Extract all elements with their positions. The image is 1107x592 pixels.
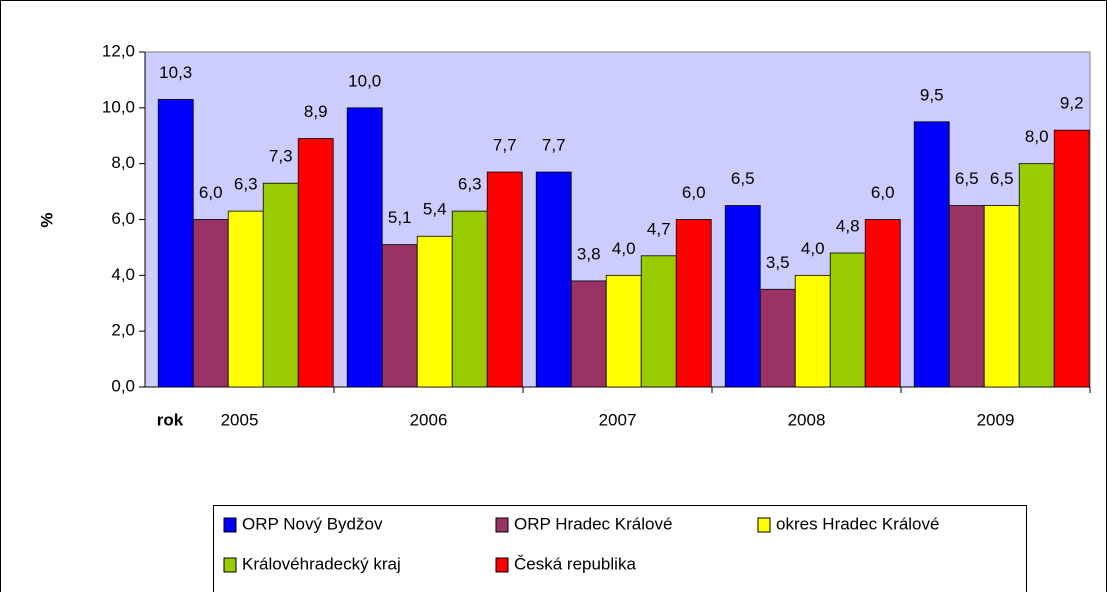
value-label: 9,2	[1060, 94, 1084, 113]
bar	[486, 171, 523, 388]
value-label: 8,0	[1025, 127, 1049, 146]
value-label: 4,0	[801, 239, 825, 258]
bar	[913, 121, 950, 388]
value-label: 4,0	[612, 239, 636, 258]
value-label: 7,7	[493, 136, 517, 155]
bar	[416, 235, 453, 388]
x-tick-label: 2006	[410, 410, 448, 429]
value-label: 3,8	[577, 244, 601, 263]
bar	[794, 274, 831, 388]
y-tick-label: 4,0	[111, 265, 135, 284]
y-tick-label: 12,0	[102, 41, 135, 60]
value-label: 6,5	[990, 169, 1014, 188]
bar	[1053, 129, 1090, 388]
legend-swatch	[223, 517, 237, 533]
bar	[535, 171, 572, 388]
bar	[605, 274, 642, 388]
bar	[381, 244, 418, 388]
legend-label: Česká republika	[514, 554, 636, 573]
x-axis-label: rok	[157, 410, 184, 429]
value-label: 6,0	[682, 183, 706, 202]
x-tick-label: 2009	[977, 410, 1015, 429]
bar	[983, 205, 1020, 388]
value-label: 4,8	[836, 216, 860, 235]
bar	[829, 252, 866, 388]
legend-swatch	[495, 517, 509, 533]
bar	[759, 288, 796, 388]
legend-label: Královéhradecký kraj	[242, 554, 401, 573]
legend-label: ORP Nový Bydžov	[242, 514, 383, 533]
value-label: 4,7	[647, 219, 671, 238]
legend-label: okres Hradec Králové	[776, 514, 939, 533]
value-label: 7,3	[269, 147, 293, 166]
y-tick-label: 0,0	[111, 376, 135, 395]
bar	[864, 219, 901, 388]
bar	[227, 210, 264, 388]
value-label: 6,0	[871, 183, 895, 202]
legend-swatch	[495, 557, 509, 573]
legend-swatch	[223, 557, 237, 573]
bar	[1018, 163, 1055, 388]
value-label: 6,5	[955, 169, 979, 188]
value-label: 5,1	[388, 208, 412, 227]
legend-label: ORP Hradec Králové	[514, 514, 672, 533]
legend-swatch	[757, 517, 771, 533]
value-label: 3,5	[766, 253, 790, 272]
value-label: 10,0	[348, 71, 381, 90]
bar	[346, 107, 383, 388]
bar	[262, 182, 299, 388]
y-tick-label: 2,0	[111, 321, 135, 340]
x-tick-label: 2008	[788, 410, 826, 429]
value-label: 6,5	[731, 169, 755, 188]
value-label: 6,3	[458, 175, 482, 194]
y-tick-label: 8,0	[111, 153, 135, 172]
value-label: 10,3	[159, 63, 192, 82]
x-tick-label: 2005	[221, 410, 259, 429]
bar	[640, 255, 677, 388]
bar	[570, 280, 607, 388]
value-label: 7,7	[542, 136, 566, 155]
y-axis-label: %	[37, 212, 56, 227]
bar	[724, 205, 761, 388]
bar	[192, 219, 229, 388]
y-tick-label: 10,0	[102, 97, 135, 116]
bar	[297, 138, 334, 388]
value-label: 6,3	[234, 175, 258, 194]
bar	[157, 99, 194, 388]
bar	[948, 205, 985, 388]
value-label: 9,5	[920, 85, 944, 104]
x-tick-label: 2007	[599, 410, 637, 429]
value-label: 6,0	[199, 183, 223, 202]
y-tick-label: 6,0	[111, 209, 135, 228]
bar	[451, 210, 488, 388]
legend-box	[213, 505, 1027, 592]
bar	[675, 219, 712, 388]
value-label: 5,4	[423, 200, 447, 219]
value-label: 8,9	[304, 102, 328, 121]
